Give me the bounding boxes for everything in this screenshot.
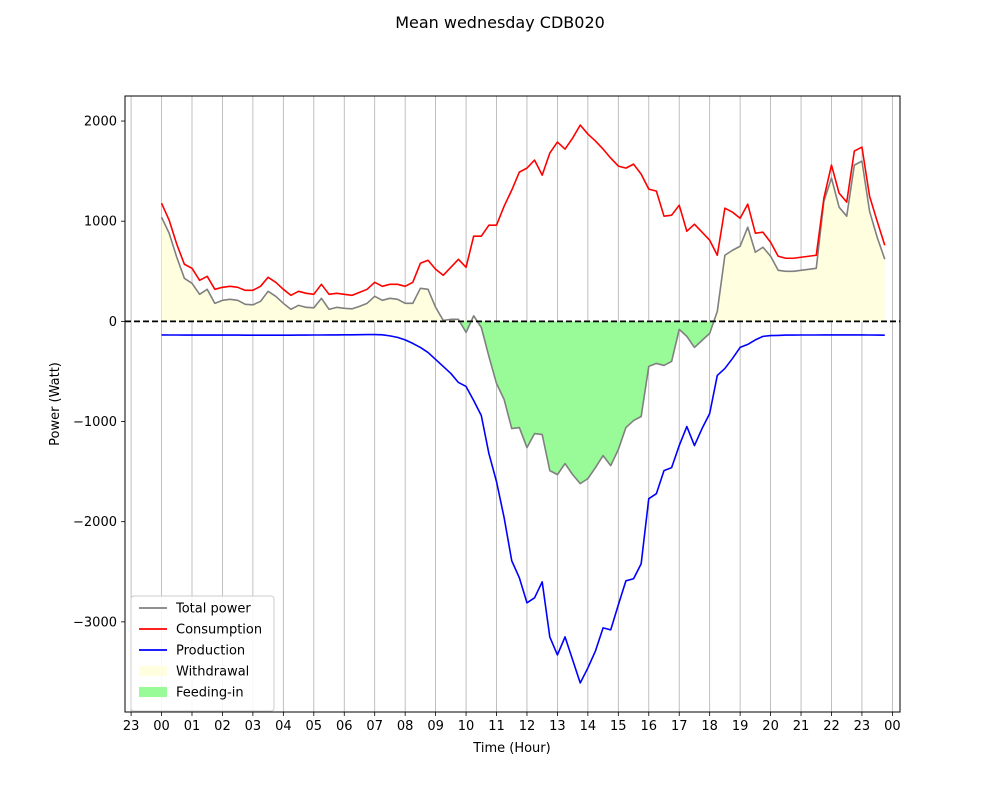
- x-tick-label: 15: [610, 719, 627, 734]
- x-tick-label: 13: [549, 719, 566, 734]
- x-tick-label: 14: [580, 719, 597, 734]
- production-line: [161, 333, 885, 684]
- legend: Total power Consumption Production Withdraw…: [130, 595, 275, 712]
- x-axis-ticks: 23 00 01 02 03 04 05 06 07 08 09 10 11 12 13 14 15 16 17 18…: [123, 712, 901, 734]
- x-tick-label: 11: [488, 719, 505, 734]
- x-tick-label: 16: [640, 719, 657, 734]
- y-tick-label: −3000: [73, 615, 117, 630]
- x-tick-label: 19: [732, 719, 749, 734]
- x-tick-label: 03: [245, 719, 262, 734]
- legend-label-feeding-in: Feeding-in: [176, 686, 244, 701]
- legend-label-production: Production: [176, 644, 245, 659]
- x-tick-label: 23: [123, 719, 140, 734]
- x-tick-label: 10: [458, 719, 475, 734]
- x-tick-label: 09: [427, 719, 444, 734]
- x-tick-label: 23: [854, 719, 871, 734]
- legend-swatch-withdrawal: [139, 666, 167, 676]
- area-fills: [161, 161, 885, 484]
- x-tick-label: 04: [275, 719, 292, 734]
- x-tick-label: 18: [701, 719, 718, 734]
- x-tick-label: 06: [336, 719, 353, 734]
- y-axis-ticks: 2000 1000 0 −1000 −2000 −3000: [73, 115, 125, 630]
- x-tick-label: 07: [366, 719, 383, 734]
- x-tick-label: 12: [519, 719, 536, 734]
- legend-label-withdrawal: Withdrawal: [176, 665, 249, 680]
- legend-box: [130, 595, 275, 712]
- y-tick-label: 1000: [84, 215, 117, 230]
- x-tick-label: 21: [793, 719, 810, 734]
- grid-lines: [130, 96, 893, 712]
- x-tick-label: 22: [823, 719, 840, 734]
- consumption-line: [160, 124, 886, 297]
- y-tick-label: 2000: [84, 115, 117, 130]
- x-tick-label: 00: [884, 719, 901, 734]
- chart-title: Mean wednesday CDB020: [395, 13, 605, 32]
- feeding-in-area: [161, 321, 885, 484]
- withdrawal-area: [161, 161, 885, 322]
- series-lines: [160, 124, 886, 684]
- x-tick-label: 02: [214, 719, 231, 734]
- total-power-line: [160, 160, 886, 485]
- legend-label-total-power: Total power: [175, 602, 251, 617]
- y-tick-label: −1000: [73, 415, 117, 430]
- legend-swatch-feeding-in: [139, 687, 167, 697]
- y-axis-label: Power (Watt): [48, 362, 63, 446]
- y-tick-label: −2000: [73, 515, 117, 530]
- x-axis-label: Time (Hour): [472, 741, 550, 756]
- legend-label-consumption: Consumption: [176, 623, 262, 638]
- x-tick-label: 05: [306, 719, 323, 734]
- plot-frame: [124, 95, 901, 713]
- x-tick-label: 01: [184, 719, 201, 734]
- x-tick-label: 20: [762, 719, 779, 734]
- x-tick-label: 00: [153, 719, 170, 734]
- y-tick-label: 0: [109, 315, 117, 330]
- x-tick-label: 08: [397, 719, 414, 734]
- x-tick-label: 17: [671, 719, 688, 734]
